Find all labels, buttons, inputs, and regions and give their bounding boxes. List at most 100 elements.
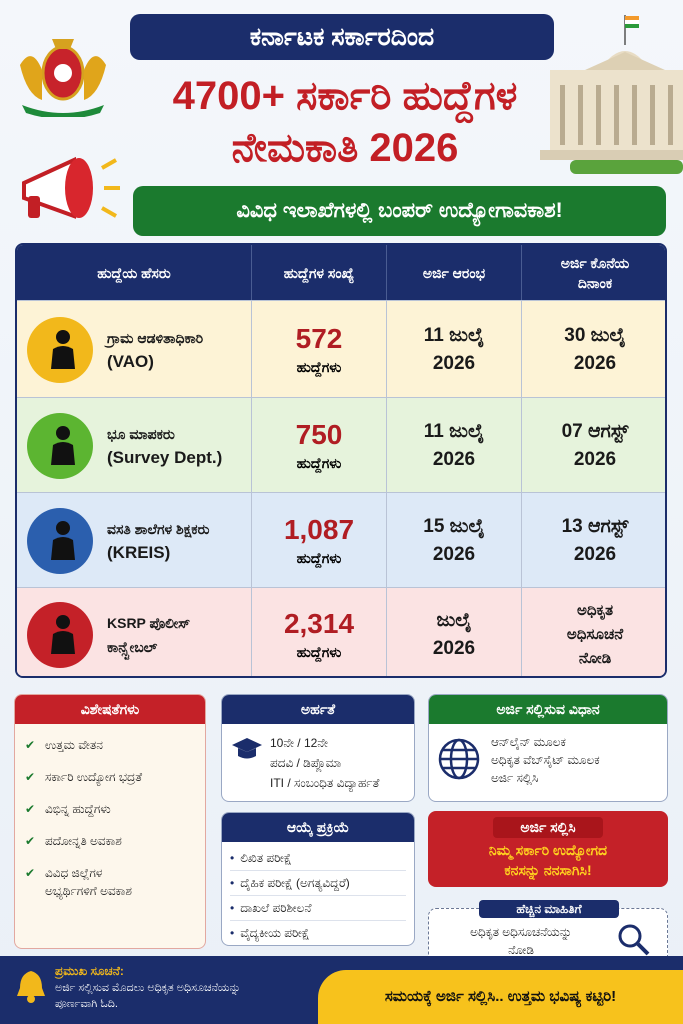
count-cell: 750 ಹುದ್ದೆಗಳು <box>252 398 387 493</box>
feature-item: ✔ ಪದೋನ್ನತಿ ಅವಕಾಶ <box>15 832 205 850</box>
start-date-line: ಜುಲೈ <box>436 609 472 631</box>
check-icon: ✔ <box>25 834 36 848</box>
table-row: ವಸತಿ ಶಾಲೆಗಳ ಶಿಕ್ಷಕರು (KREIS) 1,087 ಹುದ್ದೆಗಳ… <box>17 492 665 588</box>
table-header: ಹುದ್ದೆಯ ಹೆಸರು ಹುದ್ದೆಗಳ ಸಂಖ್ಯೆ ಅರ್ಜಿ ಆರಂಭ ಅರ… <box>17 245 665 300</box>
column-header-line: ಹುದ್ದೆಗಳ ಸಂಖ್ಯೆ <box>283 264 355 281</box>
start-date-line: 11 ಜುಲೈ <box>423 420 485 442</box>
start-date-line: 2026 <box>432 352 476 374</box>
post-count: 572 <box>295 323 343 354</box>
table-row: KSRP ಪೊಲೀಸ್ ಕಾನ್ಸ್ಟೇಬಲ್ 2,314 ಹುದ್ದೆಗಳು ಜುಲೈ… <box>17 587 665 676</box>
end-date-line: ನೋಡಿ <box>578 649 612 667</box>
emblem <box>20 39 106 117</box>
end-date-line: ಅಧಿಕೃತ <box>576 601 614 619</box>
cta-line: ಕನಸನ್ನು ನನಸಾಗಿಸಿ! <box>504 862 592 878</box>
check-icon: ✔ <box>25 802 36 816</box>
start-date-line: 2026 <box>432 448 476 470</box>
more-info-line: ಅಧಿಕೃತ ಅಧಿಸೂಚನೆಯನ್ನು <box>470 925 572 939</box>
eligibility-title: ಅರ್ಹತೆ <box>222 695 414 724</box>
count-unit: ಹುದ್ದೆಗಳು <box>296 550 342 566</box>
jobs-table: ಹುದ್ದೆಯ ಹೆಸರು ಹುದ್ದೆಗಳ ಸಂಖ್ಯೆ ಅರ್ಜಿ ಆರಂಭ ಅರ… <box>15 243 667 678</box>
post-count: 2,314 <box>283 608 355 639</box>
selection-box: ಆಯ್ಕೆ ಪ್ರಕ್ರಿಯೆ • ಲಿಖಿತ ಪರೀಕ್ಷೆ • ದೈಹಿಕ ಪರೀ… <box>221 812 415 946</box>
eligibility-item: ಪದವಿ / ಡಿಪ್ಲೊಮಾ <box>270 756 342 770</box>
more-info-title: ಹೆಚ್ಚಿನ ಮಾಹಿತಿಗೆ <box>479 900 619 918</box>
end-date-cell: 07 ಆಗಸ್ಟ್ 2026 <box>522 398 665 493</box>
apply-method-list: ಆನ್‌ಲೈನ್ ಮೂಲಕ ಅಧಿಕೃತ ವೆಬ್‌ಸೈಟ್ ಮೂಲಕ ಅರ್ಜಿ … <box>491 733 600 787</box>
selection-text: ದೈಹಿಕ ಪರೀಕ್ಷೆ (ಅಗತ್ಯವಿದ್ದರೆ) <box>240 876 350 890</box>
feature-line: ಅಭ್ಯರ್ಥಿಗಳಿಗೆ ಅವಕಾಶ <box>45 884 132 898</box>
end-date-cell: 13 ಆಗಸ್ಟ್ 2026 <box>522 493 665 588</box>
selection-item: • ವೈದ್ಯಕೀಯ ಪರೀಕ್ಷೆ <box>230 921 406 945</box>
end-date-line: 2026 <box>573 543 617 565</box>
graduation-icon <box>232 738 262 759</box>
column-header-line: ಅರ್ಜಿ ಆರಂಭ <box>422 264 486 281</box>
feature-item: ✔ ವಿವಿಧ ಜಿಲ್ಲೆಗಳ ಅಭ್ಯರ್ಥಿಗಳಿಗೆ ಅವಕಾಶ <box>15 864 205 900</box>
post-cell: ಭೂ ಮಾಪಕರು (Survey Dept.) <box>17 398 252 493</box>
start-date-cell: 11 ಜುಲೈ 2026 <box>387 301 522 398</box>
start-date-cell: 11 ಜುಲೈ 2026 <box>387 398 522 493</box>
bell-icon <box>17 971 45 1003</box>
header-banner: ವಿವಿಧ ಇಲಾಖೆಗಳಲ್ಲಿ ಬಂಪರ್ ಉದ್ಯೋಗಾವಕಾಶ! <box>133 186 666 236</box>
cta-box: ಅರ್ಜಿ ಸಲ್ಲಿಸಿ ನಿಮ್ಮ ಸರ್ಕಾರಿ ಉದ್ಯೋಗದ ಕನಸನ… <box>428 811 668 887</box>
header-title: 4700+ ಸರ್ಕಾರಿ ಹುದ್ದೆಗಳ ನೇಮಕಾತಿ 2026 <box>110 70 580 174</box>
search-icon <box>618 924 650 956</box>
start-date-line: 2026 <box>432 543 476 565</box>
apply-method-item: ಅರ್ಜಿ ಸಲ್ಲಿಸಿ <box>491 771 539 785</box>
post-icon <box>27 316 93 383</box>
start-date-cell: 15 ಜುಲೈ 2026 <box>387 493 522 588</box>
post-icon <box>27 412 93 479</box>
post-name-line: ವಸತಿ ಶಾಲೆಗಳ ಶಿಕ್ಷಕರು <box>107 520 210 537</box>
cta-line: ನಿಮ್ಮ ಸರ್ಕಾರಿ ಉದ್ಯೋಗದ <box>488 842 608 858</box>
apply-method-item: ಆನ್‌ಲೈನ್ ಮೂಲಕ <box>491 735 566 749</box>
feature-text: ವಿವಿಧ ಜಿಲ್ಲೆಗಳ ಅಭ್ಯರ್ಥಿಗಳಿಗೆ ಅವಕಾಶ <box>45 864 132 900</box>
post-name: KSRP ಪೊಲೀಸ್ ಕಾನ್ಸ್ಟೇಬಲ್ <box>107 611 190 659</box>
check-icon: ✔ <box>25 770 36 784</box>
feature-line: ವಿಭಿನ್ನ ಹುದ್ದೆಗಳು <box>45 802 111 816</box>
bullet: • <box>230 851 235 865</box>
column-header: ಅರ್ಜಿ ಕೊನೆಯ ದಿನಾಂಕ <box>522 245 665 300</box>
start-date-cell: ಜುಲೈ 2026 <box>387 588 522 676</box>
post-name-line: (VAO) <box>107 351 154 371</box>
post-count: 750 <box>295 419 343 450</box>
feature-item: ✔ ಉತ್ತಮ ವೇತನ <box>15 736 205 754</box>
column-header: ಹುದ್ದೆಯ ಹೆಸರು <box>17 245 252 300</box>
notice-title: ಪ್ರಮುಖ ಸೂಚನೆ: <box>55 964 124 978</box>
table-row: ಗ್ರಾಮ ಆಡಳಿತಾಧಿಕಾರಿ (VAO) 572 ಹುದ್ದೆಗಳು 11 ಜು… <box>17 300 665 398</box>
selection-item: • ದೈಹಿಕ ಪರೀಕ್ಷೆ (ಅಗತ್ಯವಿದ್ದರೆ) <box>230 871 406 896</box>
end-date-line: ಅಧಿಸೂಚನೆ <box>566 625 624 643</box>
count-unit: ಹುದ್ದೆಗಳು <box>296 644 342 660</box>
post-name: ಭೂ ಮಾಪಕರು (Survey Dept.) <box>107 422 222 470</box>
start-date-line: 2026 <box>432 637 476 659</box>
column-header-line: ಹುದ್ದೆಯ ಹೆಸರು <box>97 264 171 281</box>
post-name-line: ಭೂ ಮಾಪಕರು <box>107 425 175 442</box>
check-icon: ✔ <box>25 738 36 752</box>
post-name: ವಸತಿ ಶಾಲೆಗಳ ಶಿಕ್ಷಕರು (KREIS) <box>107 517 209 565</box>
bullet: • <box>230 926 235 940</box>
features-list: ✔ ಉತ್ತಮ ವೇತನ ✔ ಸರ್ಕಾರಿ ಉದ್ಯೋಗ ಭದ್ರತೆ ✔ ವಿಭಿನ್… <box>15 736 205 900</box>
column-header: ಅರ್ಜಿ ಆರಂಭ <box>387 245 522 300</box>
count-unit: ಹುದ್ದೆಗಳು <box>296 455 342 471</box>
selection-text: ದಾಖಲೆ ಪರಿಶೀಲನೆ <box>240 901 312 915</box>
features-title: ವಿಶೇಷತೆಗಳು <box>15 695 205 724</box>
column-header: ಹುದ್ದೆಗಳ ಸಂಖ್ಯೆ <box>252 245 387 300</box>
column-header-line: ದಿನಾಂಕ <box>577 274 613 291</box>
megaphone-icon <box>22 156 120 219</box>
count-cell: 1,087 ಹುದ್ದೆಗಳು <box>252 493 387 588</box>
eligibility-list: 10ನೇ / 12ನೇ ಪದವಿ / ಡಿಪ್ಲೊಮಾ ITI / ಸಂಬಂಧಿತ … <box>270 733 379 793</box>
selection-title: ಆಯ್ಕೆ ಪ್ರಕ್ರಿಯೆ <box>222 813 414 842</box>
post-name-line: (Survey Dept.) <box>107 447 223 467</box>
eligibility-box: ಅರ್ಹತೆ 10ನೇ / 12ನೇ ಪದವಿ / ಡಿಪ್ಲೊಮಾ ITI / ಸ… <box>221 694 415 802</box>
check-icon: ✔ <box>25 866 36 880</box>
selection-item: • ಲಿಖಿತ ಪರೀಕ್ಷೆ <box>230 846 406 871</box>
more-info-line: ನೋಡಿ <box>508 943 534 957</box>
feature-item: ✔ ಸರ್ಕಾರಿ ಉದ್ಯೋಗ ಭದ್ರತೆ <box>15 768 205 786</box>
feature-line: ಉತ್ತಮ ವೇತನ <box>45 738 103 752</box>
end-date-line: 2026 <box>573 352 617 374</box>
building-illustration <box>540 15 683 174</box>
feature-text: ಪದೋನ್ನತಿ ಅವಕಾಶ <box>45 832 122 850</box>
post-name-line: ಕಾನ್ಸ್ಟೇಬಲ್ <box>107 638 158 655</box>
column-header-line: ಅರ್ಜಿ ಕೊನೆಯ <box>560 254 630 271</box>
feature-text: ಉತ್ತಮ ವೇತನ <box>45 736 103 754</box>
